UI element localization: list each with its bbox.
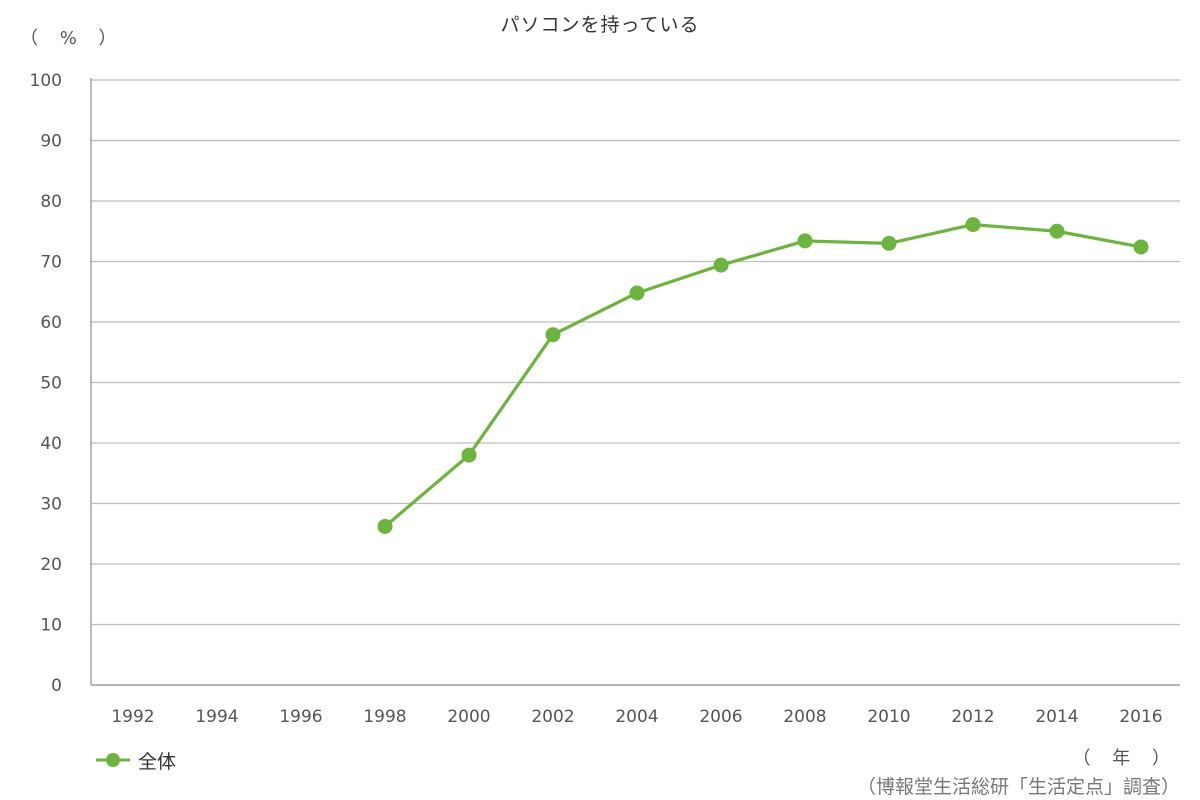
y-tick-label-50: 50 (40, 374, 62, 394)
data-point-2016 (1133, 239, 1149, 255)
legend: 全体 (96, 746, 176, 774)
x-tick-label-2002: 2002 (531, 707, 574, 727)
data-point-2004 (629, 285, 645, 301)
y-tick-label-40: 40 (40, 434, 62, 454)
y-tick-label-70: 70 (40, 253, 62, 273)
x-axis-unit-label: （ 年 ） (1072, 748, 1178, 769)
x-tick-label-2000: 2000 (447, 707, 490, 727)
x-tick-label-2006: 2006 (699, 707, 742, 727)
data-point-2000 (461, 447, 477, 463)
x-tick-label-1998: 1998 (363, 707, 406, 727)
series-layer (377, 217, 1149, 534)
x-tick-label-2008: 2008 (783, 707, 826, 727)
x-tick-label-2004: 2004 (615, 707, 658, 727)
data-point-2012 (965, 217, 981, 233)
y-tick-label-0: 0 (51, 676, 62, 696)
y-tick-label-100: 100 (30, 71, 62, 91)
data-point-1998 (377, 518, 393, 534)
x-tick-label-2010: 2010 (867, 707, 910, 727)
x-tick-label-2012: 2012 (951, 707, 994, 727)
data-point-2002 (545, 327, 561, 343)
y-axis-unit-label: （ % ） (20, 28, 125, 49)
source-note: （博報堂生活総研「生活定点」調査） (856, 776, 1180, 798)
data-point-2008 (797, 233, 813, 249)
data-point-2014 (1049, 223, 1065, 239)
y-tick-label-20: 20 (40, 555, 62, 575)
gridlines (91, 79, 1180, 626)
y-tick-labels: 0 10 20 30 40 50 60 70 80 90 100 (30, 71, 62, 696)
x-tick-label-1994: 1994 (195, 707, 238, 727)
series-line-0 (383, 222, 1143, 529)
legend-marker-icon (96, 753, 130, 767)
x-tick-label-2016: 2016 (1119, 707, 1162, 727)
y-tick-label-30: 30 (40, 495, 62, 515)
y-tick-label-90: 90 (40, 132, 62, 152)
data-point-2006 (713, 257, 729, 273)
x-tick-label-1996: 1996 (279, 707, 322, 727)
legend-label-series: 全体 (138, 750, 177, 773)
data-point-2010 (881, 235, 897, 251)
chart-title: パソコンを持っている (500, 14, 700, 36)
x-tick-label-1992: 1992 (111, 707, 154, 727)
x-tick-label-2014: 2014 (1035, 707, 1078, 727)
axes (90, 78, 1180, 686)
x-tick-labels: 1992 1994 1996 1998 2000 2002 2004 2006 2008 2010… (111, 707, 1162, 727)
y-tick-label-10: 10 (40, 616, 62, 636)
y-tick-label-60: 60 (40, 313, 62, 333)
y-tick-label-80: 80 (40, 192, 62, 212)
